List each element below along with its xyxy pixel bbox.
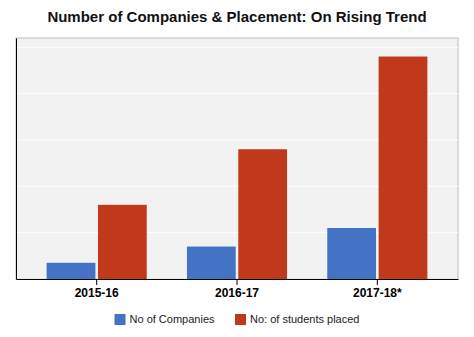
bars bbox=[47, 57, 428, 279]
bar bbox=[327, 228, 376, 279]
legend-item: No of Companies bbox=[115, 313, 215, 325]
x-axis: 2015-16 2016-17 2017-18* bbox=[17, 279, 459, 300]
bar bbox=[379, 57, 428, 279]
x-tick-mark bbox=[237, 279, 238, 285]
legend-label: No: of students placed bbox=[250, 313, 359, 325]
x-tick-label: 2016-17 bbox=[215, 286, 259, 300]
x-tick-label: 2017-18* bbox=[353, 286, 402, 300]
x-tick: 2015-16 bbox=[75, 279, 119, 300]
bar bbox=[47, 263, 96, 279]
bar bbox=[187, 247, 236, 279]
grid-line bbox=[16, 47, 458, 48]
x-tick: 2017-18* bbox=[353, 279, 402, 300]
x-tick-label: 2015-16 bbox=[75, 286, 119, 300]
plot: 2015-16 2016-17 2017-18* bbox=[16, 38, 459, 300]
legend-swatch bbox=[115, 314, 126, 325]
y-axis-line bbox=[16, 39, 17, 280]
x-tick-mark bbox=[377, 279, 378, 285]
bar bbox=[98, 205, 147, 279]
bar bbox=[238, 149, 287, 279]
legend-swatch bbox=[235, 314, 246, 325]
grid bbox=[16, 47, 458, 279]
y-axis bbox=[16, 39, 18, 280]
x-tick-mark bbox=[96, 279, 97, 285]
legend: No of Companies No: of students placed bbox=[115, 313, 360, 325]
x-tick: 2016-17 bbox=[215, 279, 259, 300]
chart: Number of Companies & Placement: On Risi… bbox=[0, 0, 474, 337]
series bbox=[98, 57, 427, 279]
legend-item: No: of students placed bbox=[235, 313, 359, 325]
title: Number of Companies & Placement: On Risi… bbox=[47, 8, 426, 25]
plot-frame bbox=[16, 38, 458, 279]
legend-label: No of Companies bbox=[130, 313, 215, 325]
series bbox=[47, 228, 376, 279]
